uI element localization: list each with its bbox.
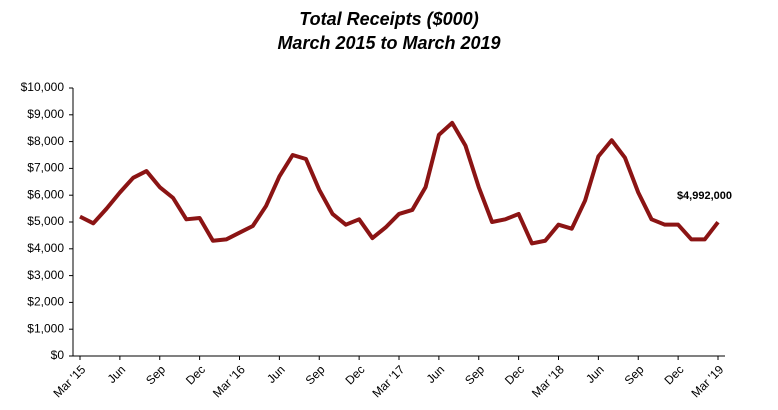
x-tick-label: Mar '16 [210, 362, 248, 400]
y-tick-label: $2,000 [27, 295, 64, 309]
x-tick-label: Sep [143, 362, 168, 387]
x-tick-label: Sep [303, 362, 328, 387]
y-tick-label: $1,000 [27, 321, 64, 335]
y-tick-label: $6,000 [27, 187, 64, 201]
x-tick-label: Mar '19 [688, 362, 726, 400]
y-tick-label: $3,000 [27, 268, 64, 282]
x-tick-label: Mar '18 [529, 362, 567, 400]
data-label: $4,992,000 [677, 190, 732, 202]
x-tick-label: Dec [183, 362, 208, 387]
x-tick-label: Jun [264, 362, 288, 386]
x-tick-label: Jun [105, 362, 129, 386]
x-tick-label: Dec [502, 362, 527, 387]
x-tick-label: Sep [622, 362, 647, 387]
x-tick-label: Dec [342, 362, 367, 387]
y-tick-label: $5,000 [27, 214, 64, 228]
x-tick-label: Mar '17 [369, 362, 407, 400]
line [79, 120, 720, 246]
y-tick-label: $0 [51, 348, 65, 362]
x-tick-label: Sep [462, 362, 487, 387]
chart-subtitle: March 2015 to March 2019 [277, 33, 500, 53]
y-tick-label: $7,000 [27, 161, 64, 175]
y-tick-label: $10,000 [21, 80, 65, 94]
y-tick-label: $9,000 [27, 107, 64, 121]
x-tick-label: Dec [661, 362, 686, 387]
x-tick-label: Jun [583, 362, 607, 386]
x-tick-label: Mar '15 [50, 362, 88, 400]
y-tick-label: $8,000 [27, 134, 64, 148]
y-tick-label: $4,000 [27, 241, 64, 255]
chart-title: Total Receipts ($000) [299, 9, 478, 29]
x-tick-label: Jun [424, 362, 448, 386]
